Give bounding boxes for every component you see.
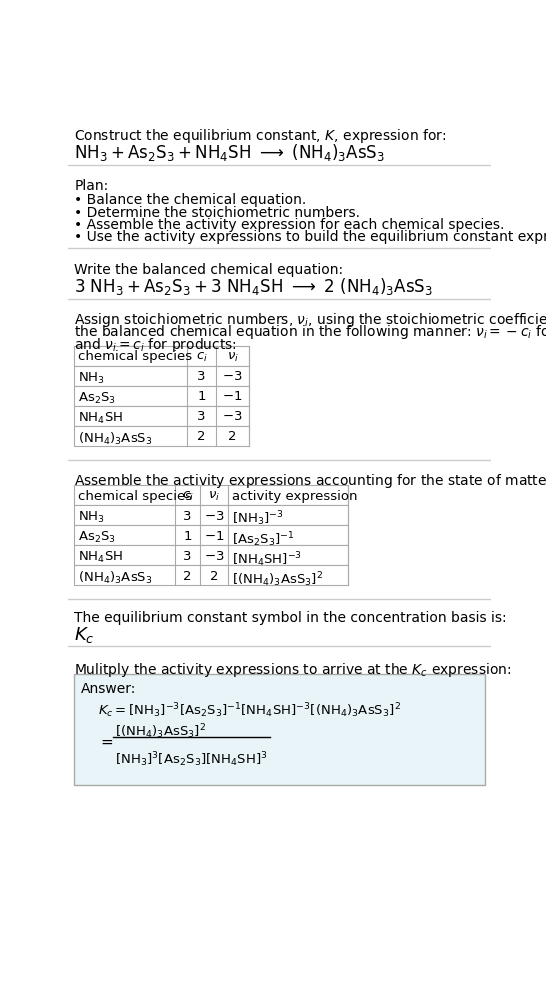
Text: $-3$: $-3$	[204, 509, 224, 522]
Text: $[\mathrm{NH_3}]^{-3}$: $[\mathrm{NH_3}]^{-3}$	[232, 509, 283, 528]
Text: Construct the equilibrium constant, $K$, expression for:: Construct the equilibrium constant, $K$,…	[74, 127, 447, 145]
Text: • Assemble the activity expression for each chemical species.: • Assemble the activity expression for e…	[74, 218, 505, 232]
Bar	[74, 485, 348, 505]
Text: 2: 2	[210, 570, 218, 582]
Text: 1: 1	[183, 529, 192, 543]
Text: $\mathrm{NH_4SH}$: $\mathrm{NH_4SH}$	[78, 411, 123, 425]
Text: the balanced chemical equation in the following manner: $\nu_i = -c_i$ for react: the balanced chemical equation in the fo…	[74, 323, 546, 341]
Text: chemical species: chemical species	[78, 350, 192, 363]
Text: 3: 3	[183, 509, 192, 522]
Text: Assemble the activity expressions accounting for the state of matter and $\nu_i$: Assemble the activity expressions accoun…	[74, 471, 546, 490]
Text: and $\nu_i = c_i$ for products:: and $\nu_i = c_i$ for products:	[74, 335, 238, 354]
Text: $-1$: $-1$	[204, 529, 224, 543]
Text: $c_i$: $c_i$	[195, 350, 207, 363]
Text: Answer:: Answer:	[81, 682, 136, 696]
Text: 1: 1	[197, 390, 206, 403]
Text: $[(\mathrm{NH_4})_3\mathrm{AsS_3}]^2$: $[(\mathrm{NH_4})_3\mathrm{AsS_3}]^2$	[232, 570, 323, 588]
Text: $K_c$: $K_c$	[74, 624, 95, 645]
Bar	[74, 407, 249, 426]
Text: The equilibrium constant symbol in the concentration basis is:: The equilibrium constant symbol in the c…	[74, 611, 507, 625]
Text: • Determine the stoichiometric numbers.: • Determine the stoichiometric numbers.	[74, 206, 360, 220]
Text: 3: 3	[197, 370, 206, 383]
Text: • Balance the chemical equation.: • Balance the chemical equation.	[74, 193, 307, 207]
Text: $\mathrm{(NH_4)_3AsS_3}$: $\mathrm{(NH_4)_3AsS_3}$	[78, 570, 153, 585]
Bar	[74, 346, 249, 366]
Text: 2: 2	[228, 430, 237, 443]
Text: $\mathrm{(NH_4)_3AsS_3}$: $\mathrm{(NH_4)_3AsS_3}$	[78, 430, 153, 446]
Bar	[74, 426, 249, 446]
Text: chemical species: chemical species	[78, 489, 192, 502]
Text: activity expression: activity expression	[232, 489, 357, 502]
Bar	[74, 526, 348, 546]
Text: $\mathrm{NH_3 + As_2S_3 + NH_4SH \ \longrightarrow \ (NH_4)_3AsS_3}$: $\mathrm{NH_3 + As_2S_3 + NH_4SH \ \long…	[74, 142, 385, 163]
Text: $\nu_i$: $\nu_i$	[208, 489, 220, 502]
Text: $[\mathrm{NH_3}]^3 [\mathrm{As_2S_3}] [\mathrm{NH_4SH}]^3$: $[\mathrm{NH_3}]^3 [\mathrm{As_2S_3}] [\…	[115, 749, 268, 768]
Text: • Use the activity expressions to build the equilibrium constant expression.: • Use the activity expressions to build …	[74, 230, 546, 245]
Text: $\mathrm{NH_4SH}$: $\mathrm{NH_4SH}$	[78, 550, 123, 565]
Text: $\mathrm{As_2S_3}$: $\mathrm{As_2S_3}$	[78, 529, 116, 545]
Bar	[74, 674, 485, 785]
Bar	[74, 366, 249, 387]
Text: $-3$: $-3$	[222, 411, 243, 423]
Text: $[(\mathrm{NH_4})_3\mathrm{AsS_3}]^2$: $[(\mathrm{NH_4})_3\mathrm{AsS_3}]^2$	[115, 722, 206, 741]
Text: Write the balanced chemical equation:: Write the balanced chemical equation:	[74, 262, 343, 276]
Text: 3: 3	[197, 411, 206, 423]
Bar	[74, 505, 348, 526]
Text: Assign stoichiometric numbers, $\nu_i$, using the stoichiometric coefficients, $: Assign stoichiometric numbers, $\nu_i$, …	[74, 311, 546, 329]
Text: $[\mathrm{NH_4SH}]^{-3}$: $[\mathrm{NH_4SH}]^{-3}$	[232, 550, 302, 568]
Text: Plan:: Plan:	[74, 179, 109, 193]
Text: $=$: $=$	[98, 734, 114, 748]
Text: $\mathrm{NH_3}$: $\mathrm{NH_3}$	[78, 370, 105, 385]
Text: $-3$: $-3$	[204, 550, 224, 563]
Text: 2: 2	[183, 570, 192, 582]
Text: $\nu_i$: $\nu_i$	[227, 350, 239, 363]
Text: 2: 2	[197, 430, 206, 443]
Text: $K_c = [\mathrm{NH_3}]^{-3} [\mathrm{As_2S_3}]^{-1} [\mathrm{NH_4SH}]^{-3} [(\ma: $K_c = [\mathrm{NH_3}]^{-3} [\mathrm{As_…	[98, 701, 401, 720]
Bar	[74, 387, 249, 407]
Text: $-3$: $-3$	[222, 370, 243, 383]
Text: $[\mathrm{As_2S_3}]^{-1}$: $[\mathrm{As_2S_3}]^{-1}$	[232, 529, 294, 548]
Text: $\mathrm{3\ NH_3 + As_2S_3 + 3\ NH_4SH \ \longrightarrow \ 2\ (NH_4)_3AsS_3}$: $\mathrm{3\ NH_3 + As_2S_3 + 3\ NH_4SH \…	[74, 276, 434, 297]
Bar	[74, 546, 348, 566]
Text: $-1$: $-1$	[222, 390, 243, 403]
Text: $c_i$: $c_i$	[182, 489, 193, 502]
Text: $\mathrm{As_2S_3}$: $\mathrm{As_2S_3}$	[78, 390, 116, 406]
Text: Mulitply the activity expressions to arrive at the $K_c$ expression:: Mulitply the activity expressions to arr…	[74, 660, 512, 678]
Text: 3: 3	[183, 550, 192, 563]
Text: $\mathrm{NH_3}$: $\mathrm{NH_3}$	[78, 509, 105, 525]
Bar	[74, 566, 348, 585]
